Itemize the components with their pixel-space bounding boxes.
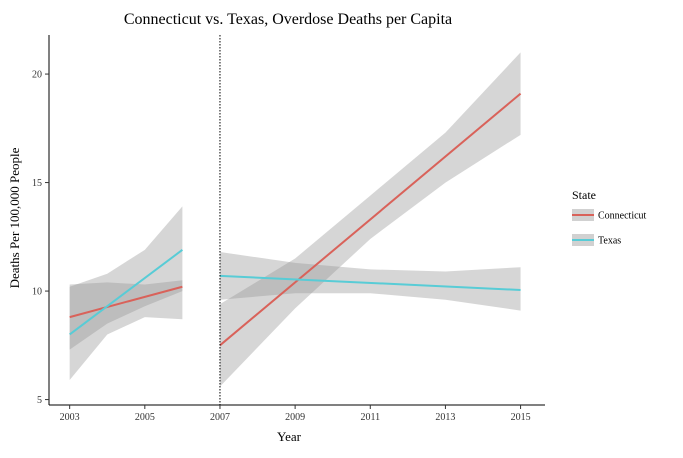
trend-line-connecticut-1 bbox=[69, 285, 183, 319]
x-tick-label-2011: 2011 bbox=[360, 412, 380, 423]
x-axis-label: Year bbox=[277, 429, 302, 444]
x-tick-label-2005: 2005 bbox=[135, 412, 155, 423]
y-tick-label-10: 10 bbox=[32, 287, 42, 298]
axes: 2003 2005 2007 2009 2011 2013 2015 5 10 15 20 bbox=[32, 35, 545, 423]
legend-title: State bbox=[572, 188, 596, 202]
ci-ribbon-texas-2 bbox=[219, 252, 521, 311]
x-tick-label-2009: 2009 bbox=[285, 412, 305, 423]
x-tick-label-2003: 2003 bbox=[60, 412, 80, 423]
trend-line-texas-1 bbox=[69, 249, 183, 336]
y-tick-label-15: 15 bbox=[32, 178, 42, 189]
trend-line-connecticut-2 bbox=[219, 92, 522, 347]
y-tick-label-5: 5 bbox=[37, 395, 42, 406]
x-tick-label-2007: 2007 bbox=[210, 412, 230, 423]
legend-label-connecticut: Connecticut bbox=[598, 211, 647, 222]
trend-line-texas-2 bbox=[219, 274, 521, 291]
y-tick-label-20: 20 bbox=[32, 70, 42, 81]
legend: State Connecticut Texas bbox=[572, 188, 647, 247]
y-axis-label: Deaths Per 100,000 People bbox=[7, 147, 22, 288]
chart-title: Connecticut vs. Texas, Overdose Deaths p… bbox=[124, 11, 452, 28]
x-tick-label-2013: 2013 bbox=[435, 412, 455, 423]
ci-ribbon-connecticut-1 bbox=[69, 280, 183, 350]
x-tick-label-2015: 2015 bbox=[511, 412, 531, 423]
legend-label-texas: Texas bbox=[598, 236, 621, 247]
plot-area bbox=[69, 35, 522, 405]
